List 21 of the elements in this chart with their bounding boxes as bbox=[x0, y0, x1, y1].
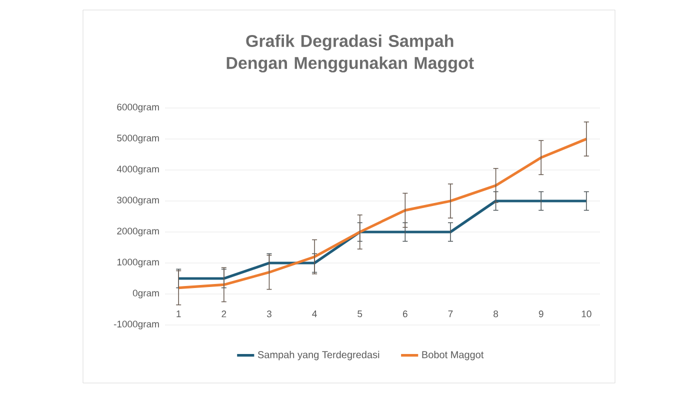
y-tick-label: 0gram bbox=[132, 290, 159, 298]
y-tick-label: -1000gram bbox=[114, 320, 159, 330]
y-tick-label: 5000gram bbox=[117, 134, 159, 144]
x-tick-label: 8 bbox=[494, 310, 498, 318]
x-tick-label: 9 bbox=[538, 310, 544, 318]
y-tick-label: 4000gram bbox=[116, 166, 159, 174]
x-tick-label: 7 bbox=[448, 310, 453, 318]
x-tick-label: 3 bbox=[266, 310, 272, 318]
x-tick-label: 2 bbox=[222, 310, 226, 318]
chart-title: Grafik Degradasi Sampah Dengan Menggunakan Maggot bbox=[226, 34, 474, 72]
x-tick-label: 10 bbox=[582, 310, 592, 318]
y-tick-label: 2000gram bbox=[117, 228, 159, 236]
y-tick-label: 1000gram bbox=[117, 258, 159, 268]
x-tick-label: 6 bbox=[403, 310, 408, 318]
x-tick-label: 5 bbox=[358, 310, 362, 318]
x-tick-label: 1 bbox=[176, 310, 181, 318]
legend-label: Sampah yang Terdegredasi bbox=[258, 350, 380, 360]
x-tick-label: 4 bbox=[312, 310, 317, 318]
legend-label: Bobot Maggot bbox=[422, 350, 484, 360]
y-tick-label: 6000gram bbox=[117, 104, 159, 112]
y-tick-label: 3000gram bbox=[117, 196, 159, 206]
